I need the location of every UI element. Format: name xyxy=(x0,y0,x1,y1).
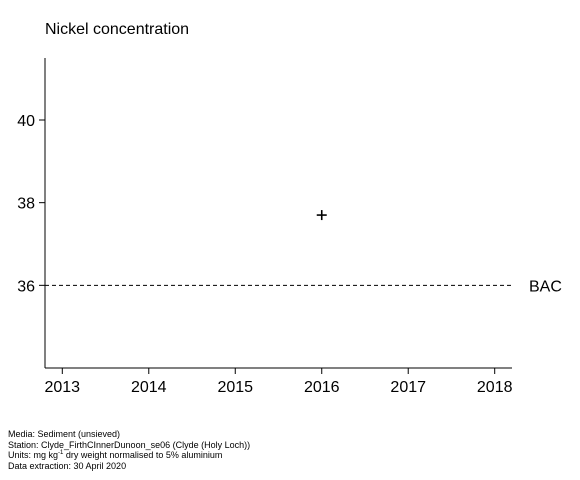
footer-units-prefix: Units: mg kg xyxy=(8,450,59,460)
y-tick-label: 36 xyxy=(17,278,35,295)
x-tick-label: 2017 xyxy=(390,379,426,396)
x-tick-label: 2015 xyxy=(217,379,253,396)
data-point xyxy=(316,210,327,221)
reference-lines: BAC xyxy=(45,278,562,295)
x-tick-label: 2013 xyxy=(44,379,80,396)
footer-units-exponent: -1 xyxy=(58,450,64,456)
chart-footer: Media: Sediment (unsieved) Station: Clyd… xyxy=(8,429,250,471)
axes: 36 38 40 2013 2014 2015 2016 2017 2018 xyxy=(17,58,513,396)
reference-line-label: BAC xyxy=(529,278,562,295)
chart-title: Nickel concentration xyxy=(45,21,189,38)
footer-units-suffix: dry weight normalised to 5% aluminium xyxy=(63,450,223,460)
footer-units: Units: mg kg-1 dry weight normalised to … xyxy=(8,450,250,461)
x-tick-label: 2018 xyxy=(477,379,513,396)
data-points xyxy=(316,210,327,221)
footer-media: Media: Sediment (unsieved) xyxy=(8,429,121,439)
x-tick-label: 2016 xyxy=(304,379,340,396)
y-tick-label: 38 xyxy=(17,196,35,213)
footer-extraction: Data extraction: 30 April 2020 xyxy=(8,460,127,471)
x-tick-label: 2014 xyxy=(131,379,167,396)
footer-station: Station: Clyde_FirthCInnerDunoon_se06 (C… xyxy=(8,439,251,450)
y-tick-label: 40 xyxy=(17,113,35,130)
